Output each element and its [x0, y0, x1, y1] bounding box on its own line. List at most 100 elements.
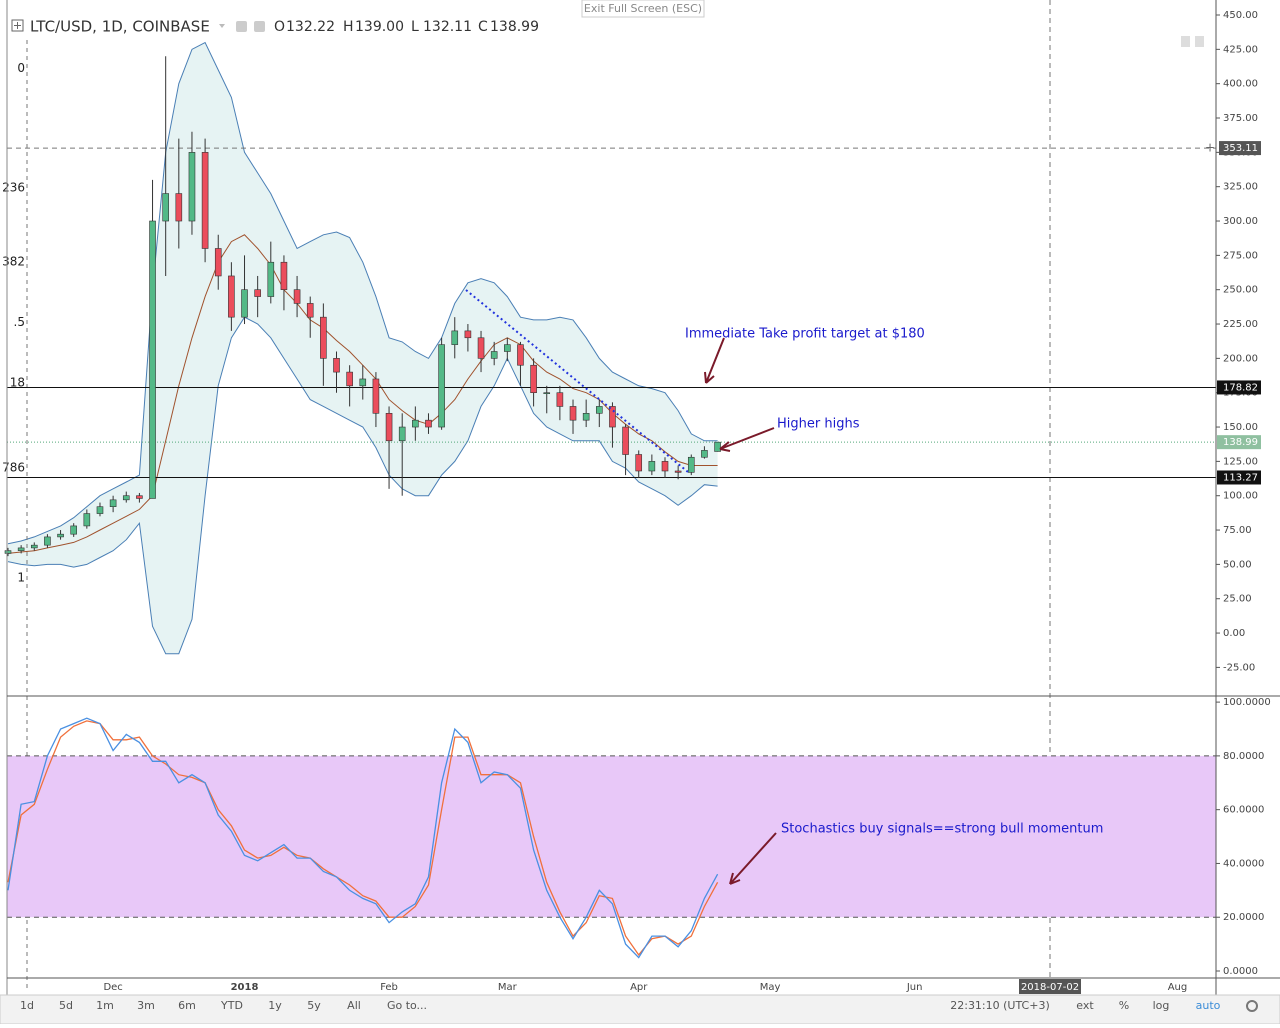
exit-full-screen[interactable]	[581, 0, 705, 18]
icon[interactable]	[1195, 36, 1204, 47]
ohlc-label: H	[343, 19, 354, 35]
candle-body	[714, 441, 721, 452]
level-box	[1217, 380, 1261, 395]
band-upper	[7, 41, 718, 545]
fib-label: .5	[14, 315, 25, 329]
candle-body	[149, 220, 156, 499]
candle-body	[412, 419, 419, 428]
candle-body	[109, 499, 117, 507]
range-button[interactable]: 1m	[96, 999, 114, 1012]
candle-body	[201, 152, 209, 249]
stoch-band	[7, 755, 1216, 918]
candle-body	[136, 495, 143, 499]
arrow	[704, 337, 725, 384]
arrow	[719, 427, 775, 452]
exit-full-screen-label[interactable]: Exit Full Screen (ESC)	[584, 2, 702, 15]
candle-body	[701, 450, 708, 458]
ohlc-label: L	[411, 19, 419, 35]
candle-body	[674, 470, 682, 473]
candle-body	[595, 406, 603, 414]
x-tick-label: Apr	[630, 982, 648, 993]
crosshair-price: 353.11	[1223, 143, 1258, 154]
y-tick-label: 50.00	[1223, 559, 1252, 570]
y-tick-label: 300.00	[1223, 216, 1258, 227]
candle-body	[385, 413, 393, 442]
candle-body	[372, 378, 380, 414]
candle-body	[4, 550, 12, 554]
scale-button[interactable]: auto	[1196, 999, 1221, 1012]
candle-body	[280, 261, 288, 290]
y-tick-label: 75.00	[1223, 525, 1252, 536]
candle-body	[451, 330, 459, 345]
candle-body	[359, 378, 367, 387]
candle-body	[543, 392, 551, 395]
scale-button[interactable]: log	[1153, 999, 1170, 1012]
range-button[interactable]: 1y	[268, 999, 282, 1012]
annotation: Immediate Take profit target at $180	[685, 327, 925, 342]
scale-button[interactable]: ext	[1076, 999, 1094, 1012]
y-tick-label: 100.0000	[1223, 697, 1271, 708]
candle-body	[241, 289, 248, 318]
plot-layer: 0 236 382 .5 18 786 1 Immediate Take profit tar…	[2, 0, 1216, 990]
fib-label: 1	[17, 571, 25, 585]
range-button[interactable]: Go to...	[387, 999, 427, 1012]
level-box	[1217, 470, 1261, 485]
candle-body	[17, 547, 25, 551]
range-button[interactable]: 5d	[59, 999, 73, 1012]
y-tick-label: 225.00	[1223, 319, 1258, 330]
icon[interactable]	[254, 21, 265, 32]
candle-body	[333, 358, 340, 373]
candle-body	[214, 248, 222, 277]
candle-body	[306, 303, 314, 318]
y-tick-label: 25.00	[1223, 594, 1252, 605]
scale-button[interactable]: %	[1119, 999, 1129, 1012]
y-tick-label: 0.0000	[1223, 966, 1258, 977]
level-label: 113.27	[1223, 472, 1258, 483]
dropdown-caret[interactable]	[219, 24, 225, 28]
candle-body	[83, 513, 91, 527]
y-tick-label: 325.00	[1223, 182, 1258, 193]
icon[interactable]	[1181, 36, 1190, 47]
candle-body	[320, 316, 327, 359]
y-tick-label: -25.00	[1223, 662, 1255, 673]
range-button[interactable]: All	[347, 999, 361, 1012]
range-button[interactable]: YTD	[220, 999, 243, 1012]
crosshair-date-box	[1019, 979, 1082, 994]
candle-body	[477, 337, 485, 359]
icon[interactable]	[236, 21, 247, 32]
ohlc-value: 139.00	[355, 19, 404, 35]
settings-icon[interactable]	[1246, 1000, 1258, 1012]
candle-body	[122, 495, 130, 501]
candle-body	[582, 413, 590, 421]
y-tick-label: 40.0000	[1223, 858, 1264, 869]
range-button[interactable]: 5y	[307, 999, 321, 1012]
candle-body	[346, 371, 353, 387]
band-fill	[8, 42, 718, 654]
y-tick-label: 0.00	[1223, 628, 1245, 639]
collapse-icon[interactable]	[11, 19, 24, 32]
candle-body	[622, 426, 629, 455]
y-tick-label: 275.00	[1223, 250, 1258, 261]
arrow	[729, 832, 777, 885]
band-lower	[7, 316, 718, 655]
fib-label: 0	[17, 61, 25, 75]
range-button[interactable]: 6m	[178, 999, 196, 1012]
ohlc-value: 132.22	[286, 19, 335, 35]
x-tick-label: May	[760, 982, 781, 993]
candle-body	[70, 525, 77, 535]
range-button[interactable]: 1d	[20, 999, 34, 1012]
candle-body	[44, 536, 51, 546]
toolbar: 1d 5d 1m 3m 6m YTD 1y 5y All Go to... 22:31:10 (UT…	[20, 999, 1221, 1012]
range-button[interactable]: 3m	[137, 999, 155, 1012]
ohlc-header: O 132.22 H 139.00 L 132.11 C 138.99	[274, 19, 539, 35]
candle-body	[661, 461, 669, 472]
candle-body	[635, 454, 643, 472]
y-tick-label: 80.0000	[1223, 751, 1264, 762]
y-tick-label: 450.00	[1223, 10, 1258, 21]
candle-body	[162, 193, 169, 222]
x-tick-label: Aug	[1168, 982, 1188, 993]
candle-body	[57, 533, 64, 538]
stoch-line	[7, 720, 719, 956]
